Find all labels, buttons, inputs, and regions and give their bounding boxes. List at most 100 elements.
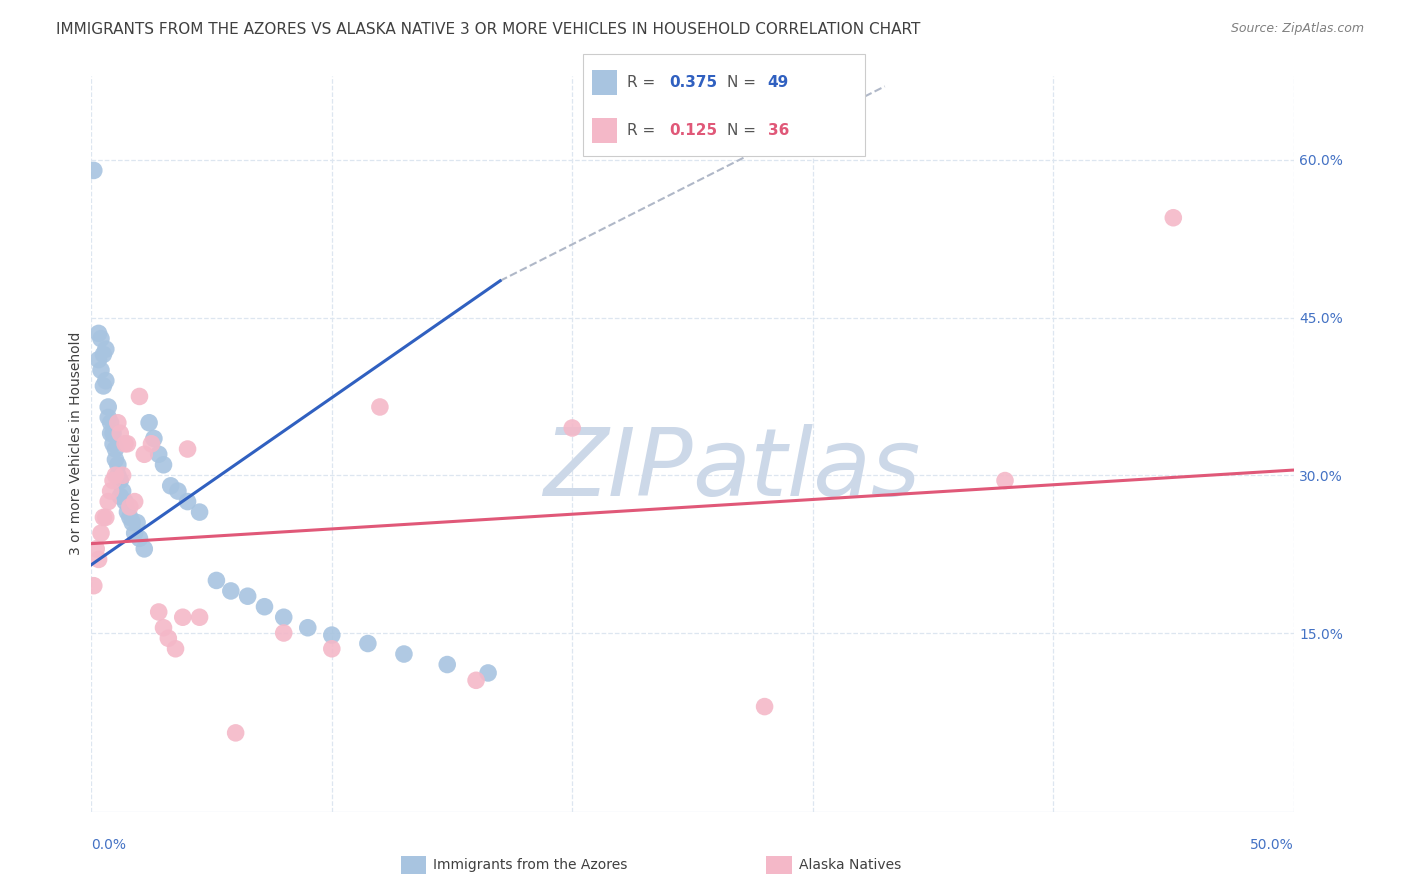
Point [561, 421, 583, 435]
Text: 49: 49 [768, 75, 789, 90]
Point [321, 641, 343, 656]
Point [87, 552, 110, 566]
Point [90, 363, 112, 377]
Point [101, 436, 124, 450]
Point [93, 347, 115, 361]
Point [104, 468, 127, 483]
Point [357, 636, 380, 650]
Point [97, 410, 120, 425]
Point [104, 442, 127, 456]
Point [118, 510, 141, 524]
Point [273, 626, 295, 640]
Point [152, 458, 174, 472]
Point [321, 628, 343, 642]
Point [100, 426, 122, 441]
Text: N =: N = [727, 123, 761, 138]
Point [87, 352, 110, 367]
Point [436, 657, 458, 672]
Point [465, 673, 488, 688]
Point [159, 479, 181, 493]
Point [117, 505, 139, 519]
Point [148, 605, 170, 619]
Text: 0.125: 0.125 [669, 123, 717, 138]
Point [84, 541, 107, 556]
Point [114, 436, 136, 450]
Point [94, 510, 117, 524]
Point [111, 468, 134, 483]
Point [107, 458, 129, 472]
Text: Alaska Natives: Alaska Natives [799, 858, 901, 872]
Point [273, 610, 295, 624]
Point [219, 584, 242, 599]
Point [1161, 211, 1184, 225]
Point [134, 447, 156, 461]
Text: Immigrants from the Azores: Immigrants from the Azores [433, 858, 627, 872]
Point [236, 589, 259, 603]
Text: 36: 36 [768, 123, 789, 138]
Point [253, 599, 276, 614]
Point [100, 484, 122, 499]
Point [117, 436, 139, 450]
Point [167, 484, 190, 499]
Point [134, 541, 156, 556]
Point [754, 699, 776, 714]
Point [141, 436, 163, 450]
Text: 0.375: 0.375 [669, 75, 717, 90]
Point [368, 400, 391, 414]
Point [297, 621, 319, 635]
Text: Source: ZipAtlas.com: Source: ZipAtlas.com [1230, 22, 1364, 36]
Point [90, 526, 112, 541]
Point [165, 641, 187, 656]
Text: IMMIGRANTS FROM THE AZORES VS ALASKA NATIVE 3 OR MORE VEHICLES IN HOUSEHOLD CORR: IMMIGRANTS FROM THE AZORES VS ALASKA NAT… [56, 22, 921, 37]
Text: R =: R = [627, 75, 661, 90]
Point [104, 452, 127, 467]
Point [124, 494, 146, 508]
Point [97, 400, 120, 414]
Text: ZIP: ZIP [543, 424, 692, 515]
Point [90, 332, 112, 346]
Point [93, 379, 115, 393]
Point [118, 500, 141, 514]
Point [152, 621, 174, 635]
Point [101, 474, 124, 488]
Point [107, 416, 129, 430]
Point [142, 432, 165, 446]
Point [128, 532, 150, 546]
Text: N =: N = [727, 75, 761, 90]
Point [111, 484, 134, 499]
Point [994, 474, 1017, 488]
Point [121, 516, 143, 530]
Point [93, 510, 115, 524]
Point [205, 574, 228, 588]
Point [125, 516, 148, 530]
Text: 50.0%: 50.0% [1250, 838, 1294, 852]
Y-axis label: 3 or more Vehicles in Household: 3 or more Vehicles in Household [69, 332, 83, 556]
Point [101, 426, 124, 441]
Point [110, 489, 132, 503]
Point [94, 374, 117, 388]
Point [110, 474, 132, 488]
Point [188, 610, 211, 624]
Point [100, 416, 122, 430]
Point [114, 494, 136, 508]
Point [477, 665, 499, 680]
Point [87, 326, 110, 341]
Point [128, 389, 150, 403]
Point [107, 468, 129, 483]
Point [138, 416, 160, 430]
Point [110, 426, 132, 441]
Text: 0.0%: 0.0% [91, 838, 127, 852]
Point [225, 726, 247, 740]
Point [83, 163, 105, 178]
Point [392, 647, 415, 661]
Point [176, 442, 198, 456]
Point [157, 632, 180, 646]
Point [148, 447, 170, 461]
Point [124, 526, 146, 541]
Point [172, 610, 194, 624]
Point [83, 579, 105, 593]
Point [97, 494, 120, 508]
Text: R =: R = [627, 123, 661, 138]
Text: atlas: atlas [692, 424, 921, 515]
Point [176, 494, 198, 508]
